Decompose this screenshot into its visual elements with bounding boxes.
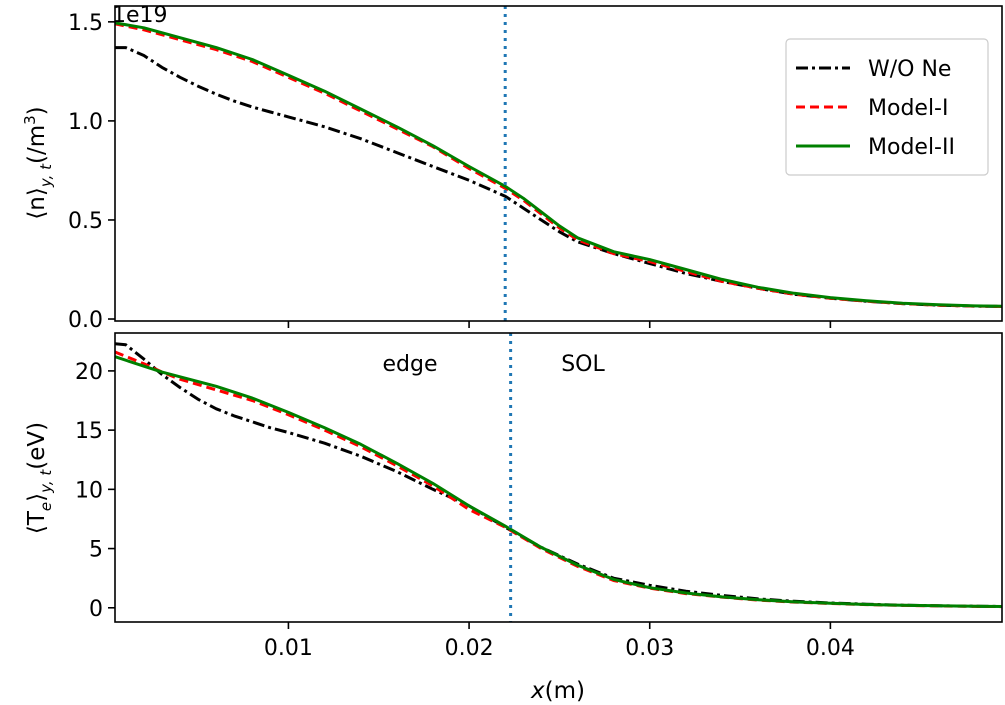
top-y-axis-label: ⟨n⟩y, t(/m3): [21, 106, 55, 219]
top-panel: 0.0 0.5 1.0 1.5 1e19 ⟨n⟩y, t(/m3) W/O Ne Mo…: [21, 3, 1003, 333]
edge-region-label: edge: [383, 352, 438, 377]
bottom-y-tick-label: 5: [89, 538, 103, 563]
bottom-ylabel-sub: y, t: [37, 469, 55, 494]
top-axes-frame: [114, 5, 1003, 322]
bottom-ylabel-unit: (eV): [24, 422, 50, 470]
top-plot-area: [115, 6, 1002, 321]
legend-label-model-ii: Model-II: [868, 135, 955, 160]
bottom-y-tick-label: 0: [89, 597, 103, 622]
bottom-series-w-o-ne: [115, 342, 1002, 608]
bottom-y-tick-label: 15: [75, 419, 103, 444]
bottom-x-tick-label: 0.01: [264, 636, 313, 661]
bottom-ylabel-close: ⟩: [24, 493, 50, 502]
top-y-tick-label: 0.0: [68, 308, 103, 333]
bottom-axes-frame: [114, 332, 1003, 623]
top-ylabel-main: ⟨n⟩: [24, 187, 50, 220]
top-series-model-ii: [115, 21, 1002, 308]
top-ylabel-unit: (/m: [24, 125, 50, 164]
x-axis-label-unit: (m): [545, 678, 585, 704]
legend: W/O Ne Model-I Model-II: [785, 38, 989, 176]
x-axis-label: x(m): [530, 678, 585, 704]
bottom-x-tick-label: 0.03: [625, 636, 674, 661]
bottom-x-tick-label: 0.02: [445, 636, 494, 661]
bottom-ticks: 0 5 10 15 20 0.01 0.02 0.03 0.04: [75, 360, 855, 661]
legend-box: [785, 38, 989, 176]
bottom-series-model-ii: [115, 355, 1002, 608]
top-y-tick-label: 1.0: [68, 110, 103, 135]
legend-label-model-i: Model-I: [868, 96, 948, 121]
top-ylabel-unit-close: ): [24, 106, 50, 115]
bottom-ylabel-e: e: [37, 502, 55, 511]
top-ticks: 0.0 0.5 1.0 1.5: [68, 11, 832, 333]
bottom-y-tick-label: 20: [75, 360, 103, 385]
top-ylabel-unit-sup: 3: [21, 115, 39, 125]
top-ylabel-sub: y, t: [37, 163, 55, 188]
bottom-ylabel-main: ⟨T: [24, 510, 50, 534]
top-y-tick-label: 0.5: [68, 209, 103, 234]
bottom-x-tick-label: 0.04: [806, 636, 855, 661]
bottom-y-axis-label: ⟨Te⟩y, t(eV): [24, 422, 55, 534]
bottom-series-model-i: [115, 350, 1002, 609]
bottom-y-tick-label: 10: [75, 478, 103, 503]
x-axis-label-var: x: [530, 678, 545, 704]
offset-label: 1e19: [112, 3, 168, 28]
bottom-panel: 0 5 10 15 20 0.01 0.02 0.03 0.04 edge SOL ⟨Te⟩y,…: [24, 332, 1003, 704]
sol-region-label: SOL: [561, 352, 605, 377]
legend-label-wo-ne: W/O Ne: [868, 57, 951, 82]
bottom-plot-area: [115, 333, 1002, 622]
top-y-tick-label: 1.5: [68, 11, 103, 36]
